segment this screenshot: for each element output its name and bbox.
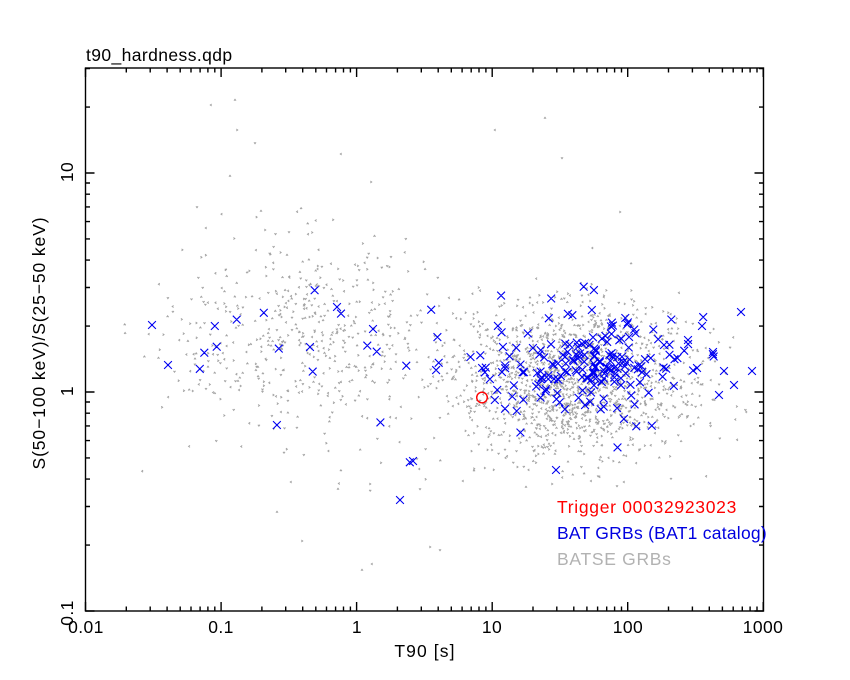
svg-text:BAT GRBs (BAT1 catalog): BAT GRBs (BAT1 catalog)	[557, 523, 767, 543]
svg-text:100: 100	[613, 617, 643, 637]
svg-text:Trigger 00032923023: Trigger 00032923023	[557, 497, 737, 517]
svg-text:0.01: 0.01	[68, 617, 104, 637]
svg-text:1000: 1000	[743, 617, 784, 637]
svg-text:10: 10	[482, 617, 502, 637]
svg-text:1: 1	[57, 386, 77, 396]
svg-text:0.1: 0.1	[57, 600, 77, 626]
svg-text:0.1: 0.1	[208, 617, 234, 637]
svg-text:t90_hardness.qdp: t90_hardness.qdp	[86, 45, 233, 66]
svg-text:T90 [s]: T90 [s]	[394, 641, 455, 661]
svg-text:BATSE GRBs: BATSE GRBs	[557, 549, 672, 569]
svg-text:S(50−100 keV)/S(25−50 keV): S(50−100 keV)/S(25−50 keV)	[29, 217, 49, 470]
svg-text:10: 10	[57, 162, 77, 182]
svg-text:1: 1	[352, 617, 362, 637]
